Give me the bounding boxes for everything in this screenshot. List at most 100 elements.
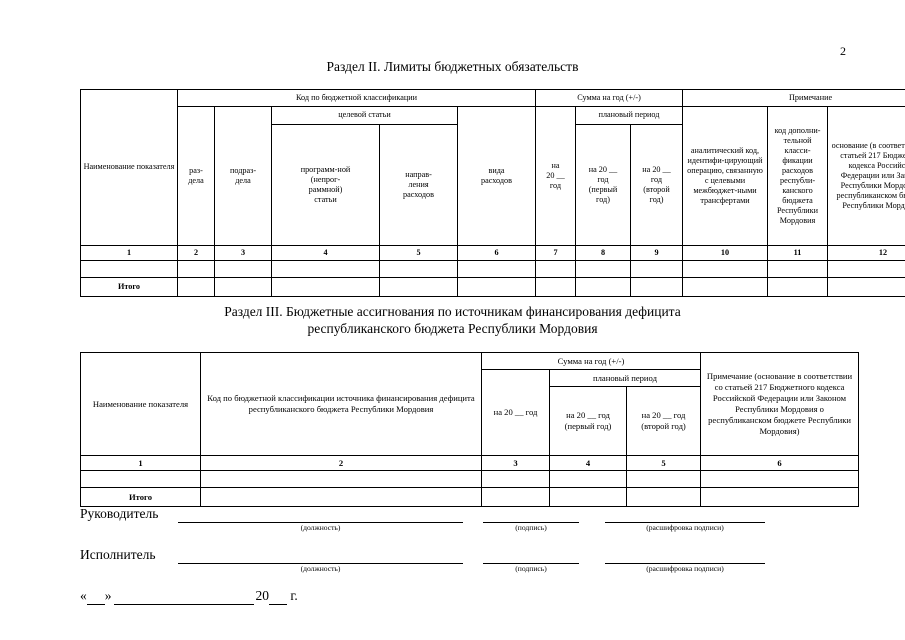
data-cell[interactable] bbox=[535, 277, 576, 297]
label-line: на bbox=[551, 160, 560, 170]
data-cell[interactable] bbox=[177, 260, 215, 278]
label-line: статьи bbox=[314, 195, 337, 205]
data-cell[interactable] bbox=[625, 487, 702, 507]
signature-caption-post: (должность) bbox=[300, 564, 341, 573]
header-note: Примечание bbox=[682, 89, 905, 107]
signature-row-ispolnitel: Исполнитель (должность) (подпись) (расши… bbox=[0, 546, 905, 587]
signature-line-post[interactable] bbox=[178, 548, 463, 564]
header-year-second: на 20 __ год (второй год) bbox=[629, 124, 684, 246]
header-year-first: на 20 __ год (первый год) bbox=[549, 386, 627, 456]
table-budget-limits: Наименование показателя Код по бюджетной… bbox=[80, 89, 905, 297]
data-cell[interactable] bbox=[767, 260, 829, 278]
label-line: раз- bbox=[189, 165, 203, 175]
col-number: 6 bbox=[457, 245, 536, 261]
header-razdela: раз- дела bbox=[177, 106, 215, 246]
signature-line-decode[interactable] bbox=[605, 507, 765, 523]
data-cell[interactable] bbox=[682, 260, 769, 278]
table-row: Наименование показателя Код по бюджетной… bbox=[80, 89, 905, 246]
label-line: (второй bbox=[643, 185, 670, 194]
signature-line-post[interactable] bbox=[178, 507, 463, 523]
col-number: 7 bbox=[535, 245, 576, 261]
data-cell[interactable] bbox=[700, 470, 860, 488]
data-cell[interactable] bbox=[271, 260, 380, 278]
label-line: раммной) bbox=[308, 185, 343, 194]
signature-line-sign[interactable] bbox=[483, 548, 579, 564]
data-cell[interactable] bbox=[700, 487, 860, 507]
label-line: расходов bbox=[402, 190, 435, 200]
header-sum-for-year: Сумма на год (+/-) bbox=[480, 352, 702, 370]
data-cell[interactable] bbox=[379, 277, 458, 297]
header-year-first: на 20 __ год (первый год) bbox=[575, 124, 631, 246]
table-row-numbers: 1 2 3 4 5 6 bbox=[80, 455, 860, 471]
col-number: 6 bbox=[700, 455, 860, 471]
table-deficit-financing-sources: Наименование показателя Код по бюджетной… bbox=[80, 352, 860, 507]
signature-line-decode[interactable] bbox=[605, 548, 765, 564]
col-number: 9 bbox=[629, 245, 684, 261]
data-cell[interactable] bbox=[549, 470, 627, 488]
section-2-title: Раздел II. Лимиты бюджетных обязательств bbox=[326, 59, 579, 74]
data-cell[interactable] bbox=[481, 487, 550, 507]
data-cell[interactable] bbox=[827, 260, 905, 278]
data-cell[interactable] bbox=[827, 277, 905, 297]
col-number: 4 bbox=[549, 455, 627, 471]
header-basis: основание (в соответствии со статьей 217… bbox=[827, 106, 905, 246]
data-cell[interactable] bbox=[682, 277, 769, 297]
data-cell[interactable] bbox=[481, 470, 550, 488]
label-line: год) bbox=[596, 195, 610, 205]
date-day-blank[interactable] bbox=[86, 591, 105, 605]
col-number: 2 bbox=[177, 245, 215, 261]
date-month-blank[interactable] bbox=[113, 591, 254, 605]
table-row: программ-ной (непрог- раммной) статьи на… bbox=[81, 124, 905, 246]
data-cell[interactable] bbox=[200, 470, 482, 488]
data-cell[interactable] bbox=[625, 470, 702, 488]
signature-caption-decode: (расшифровка подписи) bbox=[646, 564, 724, 573]
data-cell[interactable] bbox=[177, 277, 215, 297]
data-cell[interactable] bbox=[379, 260, 458, 278]
data-cell[interactable] bbox=[214, 260, 272, 278]
table-row-numbers: 1 2 3 4 5 6 7 8 9 10 11 12 bbox=[80, 245, 905, 261]
signature-caption-sign: (подпись) bbox=[515, 564, 547, 573]
header-target-article: целевой статьи bbox=[271, 106, 458, 125]
data-cell[interactable] bbox=[214, 277, 272, 297]
signature-line-sign[interactable] bbox=[483, 507, 579, 523]
label-line: (первый год) bbox=[564, 421, 612, 431]
header-podrazdela: подраз- дела bbox=[214, 106, 272, 246]
signature-block: Руководитель (должность) (подпись) (расш… bbox=[0, 505, 905, 587]
label-line: год bbox=[650, 174, 663, 184]
label-line: на 20 __ год bbox=[566, 410, 610, 420]
data-cell[interactable] bbox=[575, 277, 631, 297]
header-name-showatel: Наименование показателя bbox=[80, 89, 178, 246]
data-cell[interactable] bbox=[457, 260, 536, 278]
data-cell[interactable] bbox=[575, 260, 631, 278]
col-number: 11 bbox=[767, 245, 829, 261]
date-year-blank[interactable] bbox=[269, 591, 287, 605]
data-cell[interactable] bbox=[767, 277, 829, 297]
header-year-current: на 20 __ год bbox=[481, 369, 550, 456]
data-cell[interactable] bbox=[80, 470, 201, 488]
header-program-article: программ-ной (непрог- раммной) статьи bbox=[271, 124, 380, 246]
table-row-empty bbox=[80, 470, 860, 488]
data-cell[interactable] bbox=[629, 277, 684, 297]
data-cell[interactable] bbox=[549, 487, 627, 507]
label-line: на 20 __ год bbox=[641, 410, 686, 420]
date-open-quote: « bbox=[80, 588, 87, 603]
total-label: Итого bbox=[80, 277, 178, 297]
date-year-prefix: 20 bbox=[255, 588, 270, 603]
label-line: (второй год) bbox=[641, 421, 686, 431]
col-number: 2 bbox=[200, 455, 482, 471]
total-label: Итого bbox=[80, 487, 201, 507]
col-number: 5 bbox=[625, 455, 702, 471]
data-cell[interactable] bbox=[629, 260, 684, 278]
data-cell[interactable] bbox=[80, 260, 178, 278]
data-cell[interactable] bbox=[457, 277, 536, 297]
data-cell[interactable] bbox=[535, 260, 576, 278]
label-line: 20 __ bbox=[546, 170, 565, 180]
header-name-showatel: Наименование показателя bbox=[80, 352, 201, 456]
data-cell[interactable] bbox=[200, 487, 482, 507]
header-year-second: на 20 __ год (второй год) bbox=[625, 386, 702, 456]
data-cell[interactable] bbox=[271, 277, 380, 297]
label-line: год) bbox=[649, 195, 664, 205]
signature-row-rukovoditel: Руководитель (должность) (подпись) (расш… bbox=[0, 505, 905, 546]
table-row-total: Итого bbox=[80, 487, 860, 507]
